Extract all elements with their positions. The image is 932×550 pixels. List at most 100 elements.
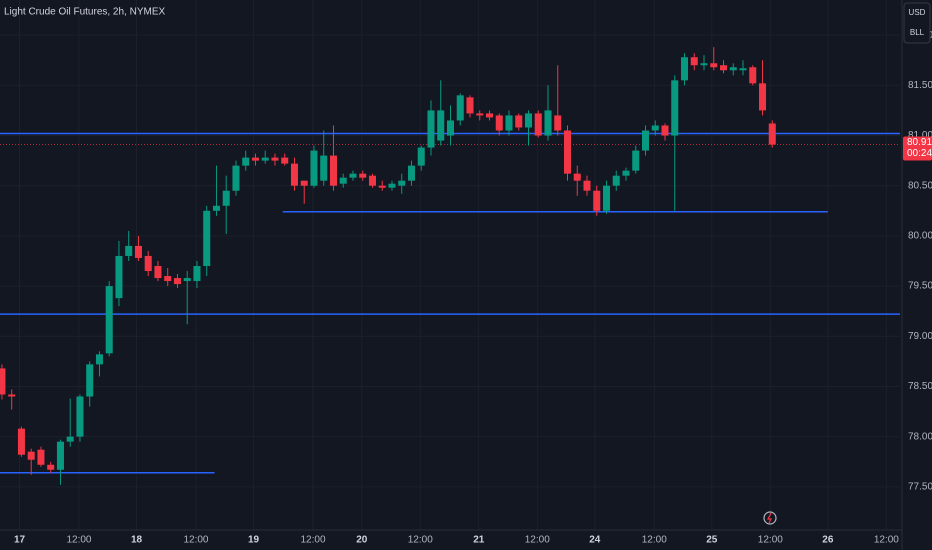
- candle-body: [417, 147, 425, 166]
- candle-body: [271, 157, 279, 161]
- candle-body: [495, 115, 503, 131]
- axes: 77.50 78.00 78.50 79.00 79.50 80.00 80.50 81.00…: [14, 30, 932, 546]
- candle-body: [242, 157, 250, 166]
- candle-body: [27, 451, 35, 460]
- candle-body: [290, 163, 298, 186]
- y-tick-label: 81.00: [908, 130, 932, 141]
- candle-body: [641, 130, 650, 151]
- candle-body: [700, 63, 708, 66]
- x-tick-label: 12:00: [525, 535, 550, 546]
- last-price-box: [903, 136, 932, 161]
- candle-body: [115, 255, 123, 299]
- chart-title: Light Crude Oil Futures, 2h, NYMEX: [4, 7, 166, 18]
- candle-body: [76, 396, 84, 437]
- candle-body: [720, 65, 728, 71]
- candle-body: [349, 173, 357, 178]
- x-tick-label: 18: [131, 535, 143, 546]
- x-tick-label: 26: [822, 535, 834, 546]
- candle-body: [193, 266, 201, 282]
- candle-body: [573, 173, 581, 181]
- candle-body: [329, 155, 337, 186]
- x-tick-label: 21: [473, 535, 485, 546]
- x-tick-label: 17: [14, 535, 26, 546]
- y-tick-label: 79.00: [908, 331, 932, 342]
- candles: [0, 47, 776, 485]
- candle-body: [437, 110, 445, 141]
- candle-body: [680, 57, 689, 81]
- candle-body: [300, 180, 308, 186]
- y-tick-label: 78.50: [908, 381, 932, 392]
- candle-body: [261, 157, 269, 161]
- candle-body: [407, 165, 415, 181]
- x-tick-label: 12:00: [758, 535, 783, 546]
- unit-button[interactable]: BLL: [910, 28, 925, 37]
- candle-body: [37, 449, 45, 465]
- candle-body: [456, 95, 464, 121]
- y-tick-label: 81.50: [908, 80, 932, 91]
- candle-body: [105, 286, 113, 354]
- currency-button[interactable]: USD: [909, 8, 926, 17]
- candle-body: [427, 110, 435, 148]
- replay-icon[interactable]: [763, 511, 777, 525]
- candle-body: [125, 245, 133, 256]
- x-tick-label: 12:00: [642, 535, 667, 546]
- candle-body: [690, 57, 698, 66]
- candle-body: [144, 255, 152, 272]
- x-tick-label: 19: [248, 535, 260, 546]
- candle-body: [749, 67, 757, 84]
- candle-body: [368, 175, 376, 186]
- candle-body: [251, 157, 259, 161]
- candle-body: [173, 278, 181, 285]
- candle-body: [671, 80, 679, 136]
- x-tick-label: 12:00: [408, 535, 433, 546]
- candle-body: [612, 175, 620, 186]
- candle-body: [0, 368, 6, 395]
- candle-body: [47, 464, 55, 470]
- candle-body: [563, 130, 572, 174]
- x-tick-label: 24: [589, 535, 601, 546]
- icon-ring: [763, 511, 777, 525]
- x-tick-label: 12:00: [874, 535, 899, 546]
- candle-body: [622, 170, 630, 176]
- candle-body: [66, 436, 74, 442]
- x-tick-label: 20: [356, 535, 368, 546]
- candle-body: [222, 190, 230, 206]
- candle-body: [134, 245, 142, 258]
- x-tick-label: 12:00: [66, 535, 91, 546]
- candle-body: [56, 441, 64, 470]
- candle-body: [446, 120, 454, 136]
- candle-body: [729, 67, 737, 71]
- candle-body: [583, 180, 591, 191]
- x-tick-label: 12:00: [300, 535, 325, 546]
- candle-body: [466, 97, 474, 114]
- candle-body: [593, 190, 601, 211]
- candle-body: [183, 278, 191, 282]
- candle-body: [476, 113, 484, 116]
- candle-body: [398, 180, 406, 186]
- x-tick-label: 25: [706, 535, 718, 546]
- unit-box[interactable]: [903, 2, 931, 44]
- candle-body: [554, 115, 562, 131]
- candle-body: [203, 210, 211, 267]
- y-tick-label: 79.50: [908, 281, 932, 292]
- candle-body: [86, 364, 94, 397]
- candle-body: [378, 185, 386, 188]
- y-tick-label: 77.50: [908, 481, 932, 492]
- candle-body: [632, 150, 640, 171]
- candle-body: [768, 123, 776, 145]
- candle-body: [485, 113, 494, 118]
- candle-body: [515, 115, 523, 128]
- candle-body: [759, 83, 767, 111]
- candle-body: [544, 110, 552, 136]
- y-tick-label: 80.00: [908, 231, 932, 242]
- candle-body: [710, 63, 718, 68]
- candle-body: [17, 428, 25, 455]
- candle-body: [212, 205, 220, 211]
- candle-body: [95, 354, 103, 365]
- candle-body: [339, 177, 347, 184]
- last-price-label: 80.91: [907, 137, 932, 148]
- icon-bolt: [767, 512, 772, 524]
- candle-body: [8, 394, 16, 397]
